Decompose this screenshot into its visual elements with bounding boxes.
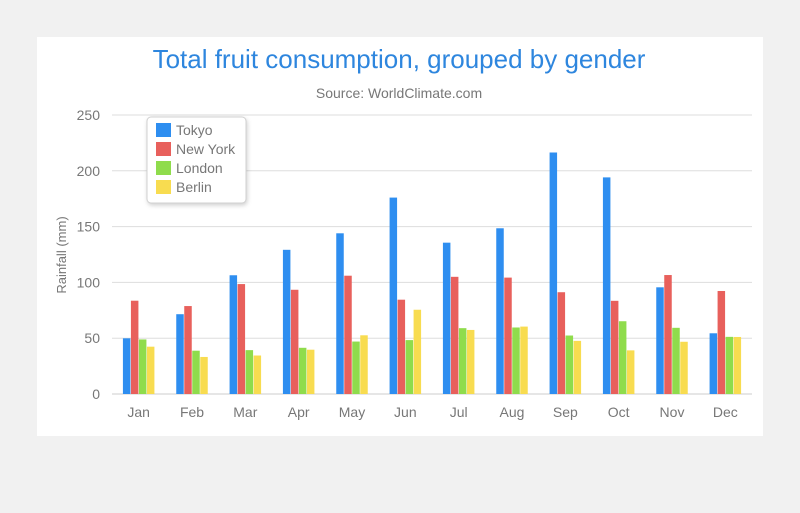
- x-axis-ticks: Jan Feb Mar Apr May Jun Jul Aug Sep Oct Nov Dec: [127, 404, 737, 420]
- bar-berlin-jan[interactable]: [146, 346, 155, 394]
- bar-new-york-nov[interactable]: [664, 275, 672, 394]
- bar-tokyo-may[interactable]: [336, 233, 344, 394]
- legend[interactable]: Tokyo New York London Berlin: [146, 116, 247, 204]
- bar-tokyo-apr[interactable]: [282, 249, 291, 394]
- bar-berlin-may[interactable]: [360, 335, 368, 394]
- legend-box: [146, 116, 247, 204]
- x-tick-label: May: [339, 404, 365, 420]
- bar-new-york-aug[interactable]: [504, 277, 512, 394]
- legend-label[interactable]: Tokyo: [176, 122, 213, 138]
- bar-berlin-dec[interactable]: [733, 336, 742, 394]
- bar-new-york-mar[interactable]: [237, 284, 246, 394]
- bar-london-dec[interactable]: [725, 336, 734, 394]
- bar-london-mar[interactable]: [245, 350, 254, 394]
- legend-swatch: [156, 123, 171, 137]
- bar-london-may[interactable]: [352, 341, 360, 394]
- bar-tokyo-aug[interactable]: [496, 228, 504, 394]
- bar-chart: Total fruit consumption, grouped by gend…: [54, 44, 752, 420]
- legend-label[interactable]: London: [176, 160, 223, 176]
- x-tick-label: Mar: [233, 404, 257, 420]
- bar-berlin-feb[interactable]: [200, 356, 208, 394]
- bar-london-nov[interactable]: [672, 327, 680, 394]
- y-tick-label: 0: [92, 386, 100, 402]
- x-tick-label: Oct: [608, 404, 630, 420]
- x-tick-label: Jul: [450, 404, 468, 420]
- y-tick-label: 100: [77, 274, 101, 290]
- x-tick-label: Nov: [660, 404, 685, 420]
- bar-london-jan[interactable]: [138, 339, 147, 394]
- bar-new-york-feb[interactable]: [184, 306, 192, 394]
- legend-swatch: [156, 180, 171, 194]
- bar-berlin-aug[interactable]: [520, 326, 528, 394]
- bar-tokyo-dec[interactable]: [709, 333, 718, 394]
- bars: [122, 152, 742, 394]
- x-tick-label: Aug: [500, 404, 525, 420]
- bar-new-york-dec[interactable]: [717, 290, 726, 394]
- bar-berlin-sep[interactable]: [573, 340, 582, 394]
- chart-subtitle: Source: WorldClimate.com: [316, 85, 482, 101]
- bar-tokyo-oct[interactable]: [602, 177, 611, 394]
- bar-berlin-apr[interactable]: [306, 349, 315, 394]
- y-axis-title: Rainfall (mm): [54, 216, 69, 293]
- bar-berlin-mar[interactable]: [253, 355, 262, 394]
- y-tick-label: 50: [84, 330, 100, 346]
- bar-tokyo-jan[interactable]: [122, 338, 131, 394]
- bar-new-york-jan[interactable]: [130, 300, 139, 394]
- bar-berlin-jun[interactable]: [413, 309, 422, 394]
- y-tick-label: 150: [77, 219, 101, 235]
- bar-new-york-jul[interactable]: [450, 276, 459, 394]
- bar-london-sep[interactable]: [565, 335, 574, 394]
- bar-new-york-apr[interactable]: [290, 289, 299, 394]
- bar-tokyo-sep[interactable]: [549, 152, 558, 394]
- bar-london-aug[interactable]: [512, 327, 520, 394]
- bar-berlin-oct[interactable]: [626, 350, 635, 394]
- legend-label[interactable]: New York: [176, 141, 236, 157]
- x-tick-label: Jan: [127, 404, 150, 420]
- bar-new-york-jun[interactable]: [397, 299, 406, 394]
- bar-new-york-oct[interactable]: [610, 300, 619, 394]
- bar-tokyo-feb[interactable]: [176, 314, 184, 394]
- legend-label[interactable]: Berlin: [176, 179, 212, 195]
- bar-new-york-may[interactable]: [344, 275, 352, 394]
- bar-london-apr[interactable]: [298, 347, 307, 394]
- bar-tokyo-jul[interactable]: [442, 242, 451, 394]
- legend-swatch: [156, 161, 171, 175]
- bar-tokyo-mar[interactable]: [229, 275, 238, 394]
- bar-berlin-nov[interactable]: [680, 341, 688, 394]
- bar-london-oct[interactable]: [618, 321, 627, 394]
- y-tick-label: 200: [77, 163, 101, 179]
- chart-card: Total fruit consumption, grouped by gend…: [37, 37, 763, 436]
- bar-london-feb[interactable]: [192, 350, 200, 394]
- x-tick-label: Apr: [288, 404, 310, 420]
- y-tick-label: 250: [77, 107, 101, 123]
- bar-tokyo-nov[interactable]: [656, 287, 664, 394]
- legend-swatch: [156, 142, 171, 156]
- x-tick-label: Feb: [180, 404, 204, 420]
- x-tick-label: Jun: [394, 404, 417, 420]
- bar-london-jun[interactable]: [405, 340, 414, 394]
- bar-berlin-jul[interactable]: [466, 329, 475, 394]
- bar-new-york-sep[interactable]: [557, 292, 566, 394]
- gridlines: 0 50 100 150 200 250: [77, 107, 752, 402]
- bar-tokyo-jun[interactable]: [389, 197, 398, 394]
- chart-title: Total fruit consumption, grouped by gend…: [153, 44, 646, 74]
- x-tick-label: Dec: [713, 404, 738, 420]
- bar-london-jul[interactable]: [458, 328, 467, 394]
- x-tick-label: Sep: [553, 404, 578, 420]
